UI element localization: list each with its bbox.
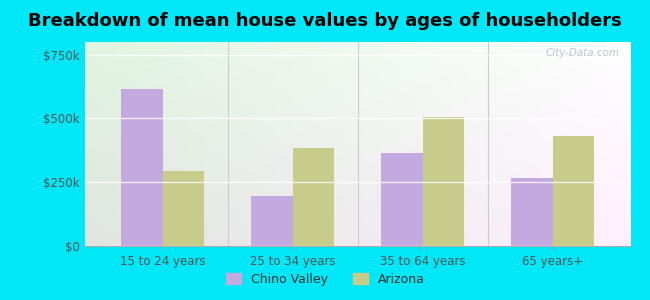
Legend: Chino Valley, Arizona: Chino Valley, Arizona	[220, 268, 430, 291]
Text: City-Data.com: City-Data.com	[545, 48, 619, 58]
Bar	[292, 148, 334, 246]
Bar	[381, 153, 422, 246]
Bar	[251, 196, 292, 246]
Bar	[511, 178, 552, 246]
Bar	[552, 136, 594, 246]
Text: Breakdown of mean house values by ages of householders: Breakdown of mean house values by ages o…	[28, 12, 622, 30]
Bar	[162, 171, 204, 246]
Bar	[422, 117, 464, 246]
Bar	[121, 89, 162, 246]
